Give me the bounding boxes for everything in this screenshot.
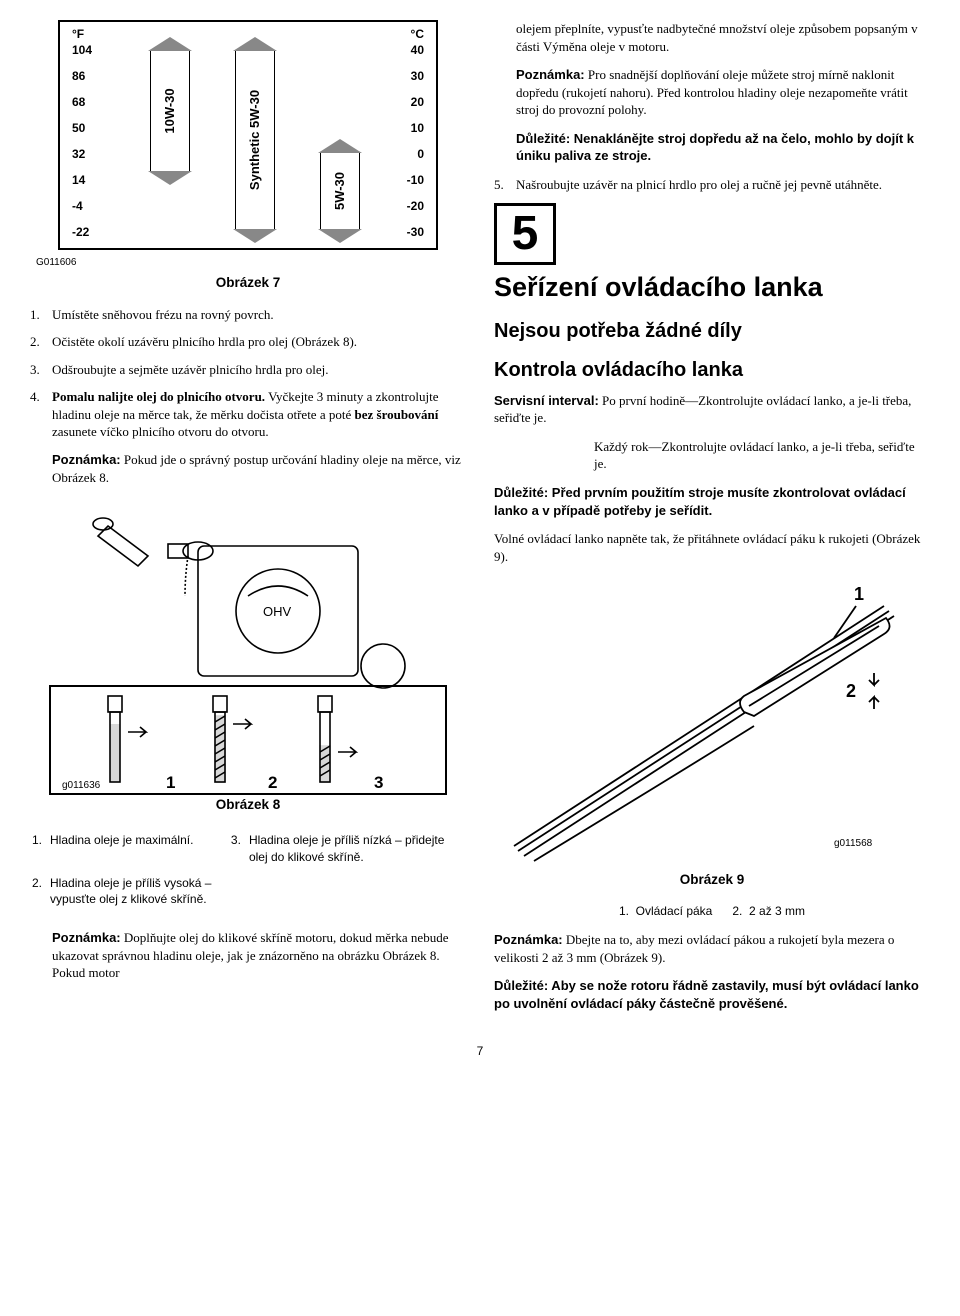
no-parts-heading: Nejsou potřeba žádné díly xyxy=(494,318,930,345)
oil-col-10w30: 10W-30 xyxy=(150,50,190,172)
fig9-legend: 1. Ovládací páka 2. 2 až 3 mm xyxy=(494,903,930,919)
service-interval-2: Každý rok—Zkontrolujte ovládací lanko, a… xyxy=(594,438,930,473)
fig8-note: Poznámka: Doplňujte olej do klikové skří… xyxy=(52,929,466,982)
svg-text:1: 1 xyxy=(166,773,175,792)
fig8-code: g011636 xyxy=(62,780,101,791)
oil-temp-chart: °F °C 104 86 68 50 32 14 -4 -22 40 30 20… xyxy=(58,20,438,250)
overflow-text: olejem přeplníte, vypusťte nadbytečné mn… xyxy=(516,20,930,55)
f-header: °F xyxy=(72,26,84,42)
fig8-caption: Obrázek 8 xyxy=(30,796,466,814)
oil-col-syn5w30: Synthetic 5W-30 xyxy=(235,50,275,230)
svg-text:1: 1 xyxy=(854,584,864,604)
fig8-legend: 1.Hladina oleje je maximální. 3.Hladina … xyxy=(30,828,466,915)
note-tilt: Poznámka: Pro snadnější doplňování oleje… xyxy=(516,66,930,119)
note-1: Poznámka: Pokud jde o správný postup urč… xyxy=(52,451,466,486)
check-cable-heading: Kontrola ovládacího lanka xyxy=(494,357,930,384)
section-title: Seřízení ovládacího lanka xyxy=(494,269,930,305)
step-1: Umístěte sněhovou frézu na rovný povrch. xyxy=(52,306,466,324)
step-number-5: 5 xyxy=(494,203,556,265)
svg-text:2: 2 xyxy=(268,773,277,792)
svg-text:2: 2 xyxy=(846,681,856,701)
fig9-code: g011568 xyxy=(834,838,873,849)
c-header: °C xyxy=(411,26,424,42)
page-number: 7 xyxy=(30,1043,930,1059)
step-2: Očistěte okolí uzávěru plnicího hrdla pr… xyxy=(52,333,466,351)
step-4: Pomalu nalijte olej do plnicího otvoru. … xyxy=(52,388,466,441)
svg-text:OHV: OHV xyxy=(263,604,292,619)
fig8-illustration: OHV xyxy=(48,496,448,796)
note-gap: Poznámka: Dbejte na to, aby mezi ovládac… xyxy=(494,931,930,966)
fig9-caption: Obrázek 9 xyxy=(494,871,930,889)
service-interval-1: Servisní interval: Po první hodině—Zkont… xyxy=(494,392,930,427)
important-slack: Důležité: Aby se nože rotoru řádně zasta… xyxy=(494,977,930,1012)
fig7-caption: Obrázek 7 xyxy=(30,274,466,292)
svg-text:3: 3 xyxy=(374,773,383,792)
oil-col-5w30: 5W-30 xyxy=(320,152,360,230)
step-5: Našroubujte uzávěr na plnicí hrdlo pro o… xyxy=(516,176,930,194)
tension-cable: Volné ovládací lanko napněte tak, že při… xyxy=(494,530,930,565)
fig9-illustration: 1 2 g011568 xyxy=(494,576,924,866)
step-3: Odšroubujte a sejměte uzávěr plnicího hr… xyxy=(52,361,466,379)
important-tilt: Důležité: Nenaklánějte stroj dopředu až … xyxy=(516,130,930,165)
important-first-use: Důležité: Před prvním použitím stroje mu… xyxy=(494,484,930,519)
chart-code: G011606 xyxy=(36,256,466,270)
